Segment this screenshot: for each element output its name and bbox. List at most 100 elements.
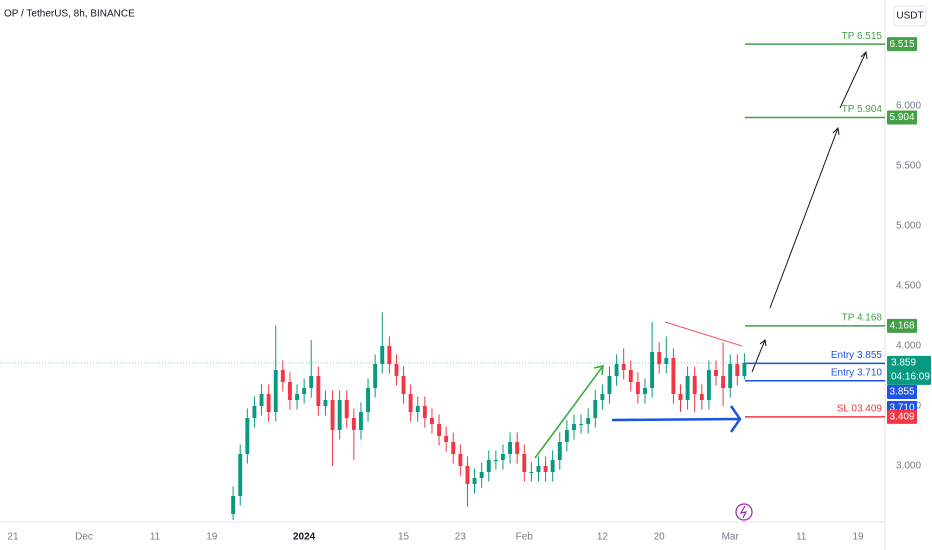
candle-body bbox=[444, 435, 449, 442]
candle-body bbox=[330, 399, 335, 430]
candle-body bbox=[458, 453, 463, 466]
price-tag bbox=[887, 110, 917, 125]
x-tick-label: Feb bbox=[516, 532, 534, 543]
candle-body bbox=[508, 441, 513, 454]
candle-body bbox=[628, 369, 633, 382]
candle-body bbox=[572, 423, 576, 430]
candle-body bbox=[295, 393, 299, 400]
level-label: SL 03.409 bbox=[837, 404, 883, 415]
x-tick-label: 11 bbox=[796, 532, 807, 543]
candle-body bbox=[635, 381, 640, 394]
price-tag-label: 4.168 bbox=[889, 320, 914, 331]
x-tick-label: 23 bbox=[455, 532, 467, 543]
candle-body bbox=[316, 375, 321, 406]
countdown-label: 04:16:09 bbox=[891, 372, 930, 383]
level-label: Entry 3.710 bbox=[831, 367, 883, 378]
candle-body bbox=[366, 387, 370, 412]
x-tick-label: 20 bbox=[654, 532, 666, 543]
current-price-label: 3.859 bbox=[891, 358, 916, 369]
candle-body bbox=[373, 363, 378, 388]
candle-body bbox=[344, 399, 349, 418]
x-tick-label: 12 bbox=[597, 532, 609, 543]
candle-body bbox=[465, 465, 470, 484]
price-tag-label: 3.409 bbox=[889, 412, 914, 423]
candle-body bbox=[692, 375, 697, 394]
candle-body bbox=[529, 471, 534, 473]
candle-body bbox=[437, 423, 442, 436]
candle-body bbox=[550, 459, 555, 472]
level-label: TP 6.515 bbox=[842, 31, 883, 42]
candle-body bbox=[486, 459, 491, 472]
event-bolt bbox=[739, 505, 748, 519]
y-tick-label: 4.000 bbox=[896, 341, 921, 352]
candle-body bbox=[401, 375, 406, 394]
arrow-head bbox=[593, 365, 604, 376]
level-label: Entry 3.855 bbox=[831, 350, 883, 361]
x-tick-label: 19 bbox=[206, 532, 218, 543]
candle-body bbox=[287, 381, 292, 400]
price-tag-label: 6.515 bbox=[889, 39, 914, 50]
y-tick-label: 4.500 bbox=[896, 281, 921, 292]
candle-body bbox=[664, 357, 669, 364]
price-tag-label: 3.855 bbox=[889, 387, 914, 398]
candle-body bbox=[522, 453, 527, 472]
currency-button[interactable] bbox=[893, 5, 927, 27]
y-tick-label: 6.000 bbox=[896, 101, 921, 112]
candle-body bbox=[586, 417, 591, 424]
candle-body bbox=[564, 429, 569, 442]
candle-body bbox=[493, 459, 498, 461]
currency-label: USDT bbox=[896, 11, 923, 22]
price-tag bbox=[887, 37, 917, 52]
candle-body bbox=[501, 453, 505, 460]
candle-body bbox=[671, 357, 676, 394]
candle-body bbox=[231, 495, 236, 514]
arrow-head bbox=[860, 50, 868, 60]
candle-body bbox=[245, 417, 250, 454]
candle-body bbox=[430, 417, 434, 424]
candle-body bbox=[536, 465, 541, 472]
price-tag-label: 5.904 bbox=[889, 112, 914, 123]
candle-body bbox=[607, 375, 612, 394]
candle-body bbox=[650, 351, 655, 388]
blue-arrow bbox=[611, 417, 741, 422]
x-tick-label: Mar bbox=[722, 532, 740, 543]
candle-body bbox=[351, 417, 356, 430]
price-tag bbox=[887, 409, 917, 424]
level-label: TP 4.168 bbox=[842, 312, 883, 323]
candle-body bbox=[302, 387, 307, 394]
candle-body bbox=[394, 363, 399, 376]
x-tick-label: 21 bbox=[7, 532, 19, 543]
candle-body bbox=[600, 393, 605, 400]
y-tick-label: 3.000 bbox=[896, 461, 921, 472]
y-tick-label: 5.500 bbox=[896, 161, 921, 172]
candle-body bbox=[699, 393, 704, 400]
current-price-tag bbox=[887, 355, 931, 385]
candle-body bbox=[451, 441, 456, 454]
candle-body bbox=[515, 441, 520, 454]
chart-title: OP / TetherUS, 8h, BINANCE bbox=[4, 9, 135, 20]
black-arrow bbox=[751, 339, 766, 373]
price-tag-label: 3.710 bbox=[889, 403, 914, 414]
drawings bbox=[534, 50, 868, 521]
candle-body bbox=[280, 369, 285, 382]
candle-body bbox=[685, 375, 690, 400]
arrow-head bbox=[729, 405, 742, 433]
candle-body bbox=[337, 399, 342, 430]
event-icon[interactable] bbox=[735, 503, 753, 521]
candle-body bbox=[657, 351, 662, 364]
candle-body bbox=[309, 375, 314, 388]
candle-body bbox=[323, 399, 328, 406]
candle-body bbox=[387, 345, 392, 364]
price-tag bbox=[887, 318, 917, 333]
candle-body bbox=[408, 393, 413, 412]
candle-body bbox=[273, 369, 278, 412]
arrow-head bbox=[832, 126, 840, 136]
x-tick-label: 15 bbox=[398, 532, 410, 543]
candle-body bbox=[543, 465, 548, 472]
candle-body bbox=[735, 363, 740, 376]
y-tick-label: 5.000 bbox=[896, 221, 921, 232]
level-label: TP 5.904 bbox=[842, 104, 883, 115]
candle-body bbox=[678, 393, 683, 400]
